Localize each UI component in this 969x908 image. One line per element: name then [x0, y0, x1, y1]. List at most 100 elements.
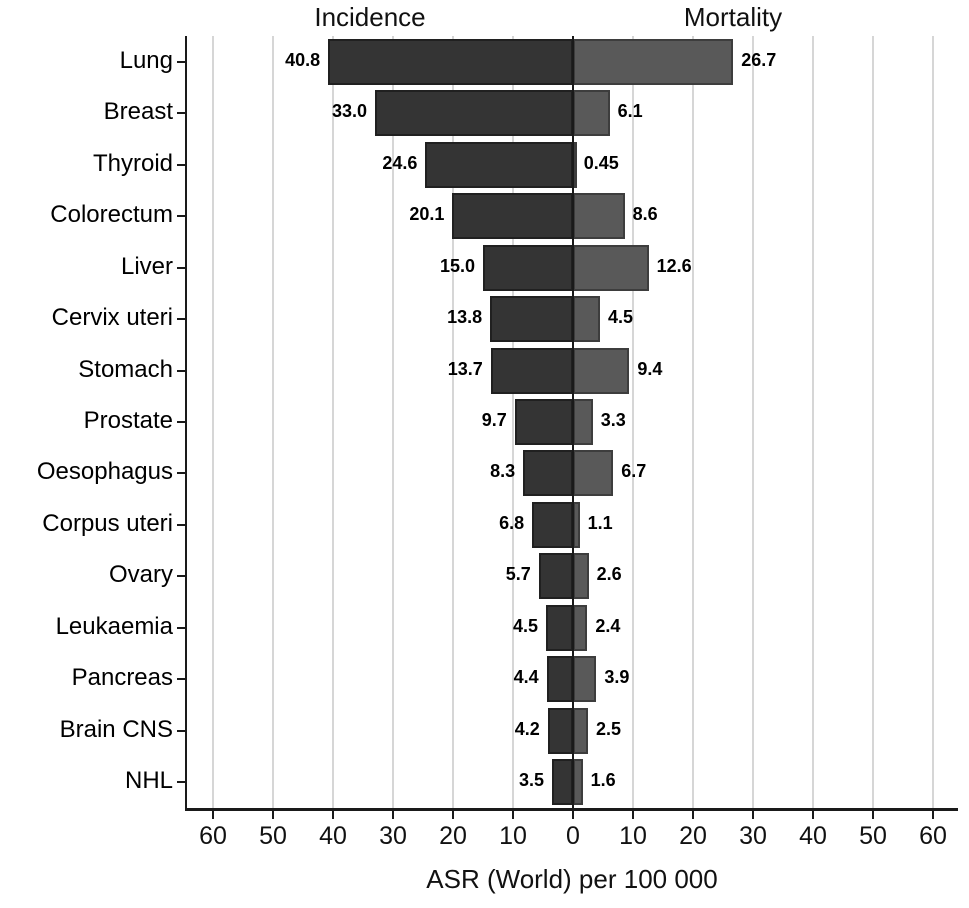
mortality-value-label: 1.6 [590, 770, 616, 791]
mortality-bar [573, 450, 614, 497]
mortality-bar [573, 707, 588, 754]
gridline [632, 36, 634, 808]
incidence-bar [375, 90, 573, 137]
x-axis-tick [452, 811, 454, 819]
gridline [212, 36, 214, 808]
x-tick-label: 10 [619, 822, 647, 850]
incidence-value-label: 13.7 [447, 358, 483, 379]
mortality-value-label: 12.6 [656, 255, 692, 276]
y-axis-tick [177, 369, 186, 372]
mortality-bar [573, 347, 630, 394]
mortality-bar [573, 296, 600, 343]
incidence-bar [452, 193, 573, 240]
incidence-value-label: 20.1 [409, 204, 445, 225]
mortality-value-label: 8.6 [632, 204, 658, 225]
gridline [872, 36, 874, 808]
mortality-value-label: 9.4 [637, 358, 663, 379]
mortality-bar [573, 193, 625, 240]
mortality-value-label: 2.4 [595, 615, 621, 636]
incidence-value-label: 33.0 [331, 101, 367, 122]
x-axis-tick [932, 811, 934, 819]
mortality-bar [573, 244, 649, 291]
x-tick-label: 10 [499, 822, 527, 850]
mortality-value-label: 3.9 [604, 667, 630, 688]
incidence-bar [552, 759, 573, 806]
gridline [512, 36, 514, 808]
y-axis-tick [177, 472, 186, 475]
x-axis-title: ASR (World) per 100 000 [426, 864, 718, 894]
x-axis-tick [272, 811, 274, 819]
incidence-bar [425, 141, 573, 188]
x-tick-label: 60 [199, 822, 227, 850]
y-axis-tick [177, 678, 186, 681]
x-tick-label: 50 [259, 822, 287, 850]
y-axis-tick [177, 626, 186, 629]
incidence-value-label: 4.5 [512, 615, 538, 636]
incidence-value-label: 3.5 [518, 770, 544, 791]
incidence-header: Incidence [314, 2, 426, 32]
category-label: Stomach [78, 355, 173, 383]
mortality-value-label: 3.3 [600, 410, 626, 430]
incidence-bar [546, 656, 573, 703]
incidence-value-label: 5.7 [505, 564, 531, 585]
x-axis-tick [332, 811, 334, 819]
x-tick-label: 0 [566, 822, 580, 850]
gridline [932, 36, 934, 808]
mortality-bar [573, 38, 734, 85]
x-axis-tick [872, 811, 874, 819]
incidence-value-label: 8.3 [490, 461, 516, 482]
y-axis-line [185, 36, 187, 810]
y-axis-tick [177, 163, 186, 166]
zero-line [572, 36, 574, 808]
category-label: Oesophagus [36, 458, 173, 486]
category-label: Ovary [108, 561, 173, 589]
category-label: Cervix uteri [51, 304, 173, 332]
x-tick-label: 20 [439, 822, 467, 850]
category-label: Prostate [83, 407, 173, 434]
incidence-value-label: 4.4 [513, 667, 539, 688]
mortality-value-label: 26.7 [741, 49, 777, 70]
incidence-value-label: 40.8 [285, 49, 321, 70]
incidence-value-label: 13.8 [447, 307, 483, 328]
category-label: Breast [103, 98, 173, 126]
mortality-value-label: 0.45 [583, 152, 619, 173]
mortality-bar [573, 90, 610, 137]
incidence-value-label: 9.7 [481, 410, 507, 430]
x-tick-label: 30 [379, 822, 407, 850]
category-label: Thyroid [92, 149, 173, 177]
incidence-bar [483, 244, 573, 291]
x-axis-tick [212, 811, 214, 819]
y-axis-tick [177, 215, 186, 218]
x-axis-tick [752, 811, 754, 819]
mortality-value-label: 6.1 [617, 101, 643, 122]
mortality-bar [573, 759, 583, 806]
mortality-bar [573, 656, 597, 703]
x-tick-label: 40 [799, 822, 827, 850]
x-axis-tick [392, 811, 394, 819]
y-axis-tick [177, 60, 186, 63]
category-label: Lung [119, 46, 173, 74]
mortality-header: Mortality [683, 2, 783, 32]
incidence-bar [546, 604, 573, 651]
incidence-bar [547, 707, 573, 754]
y-axis-tick [177, 421, 186, 423]
gridline [332, 36, 334, 808]
x-tick-label: 30 [739, 822, 767, 850]
y-axis-tick [177, 523, 186, 526]
incidence-bar [532, 501, 573, 548]
x-axis-tick [512, 811, 514, 819]
category-label: NHL [124, 767, 173, 795]
incidence-bar [490, 347, 573, 394]
incidence-bar [523, 450, 573, 497]
incidence-value-label: 24.6 [382, 152, 418, 173]
y-axis-tick [177, 729, 186, 732]
x-tick-label: 50 [859, 822, 887, 850]
category-label: Leukaemia [55, 612, 173, 640]
category-label: Corpus uteri [42, 509, 173, 537]
incidence-value-label: 4.2 [514, 718, 540, 739]
incidence-bar [538, 553, 573, 600]
mortality-bar [573, 604, 588, 651]
y-axis-tick [177, 318, 186, 321]
x-tick-label: 60 [919, 822, 947, 850]
x-axis-tick [572, 811, 574, 819]
